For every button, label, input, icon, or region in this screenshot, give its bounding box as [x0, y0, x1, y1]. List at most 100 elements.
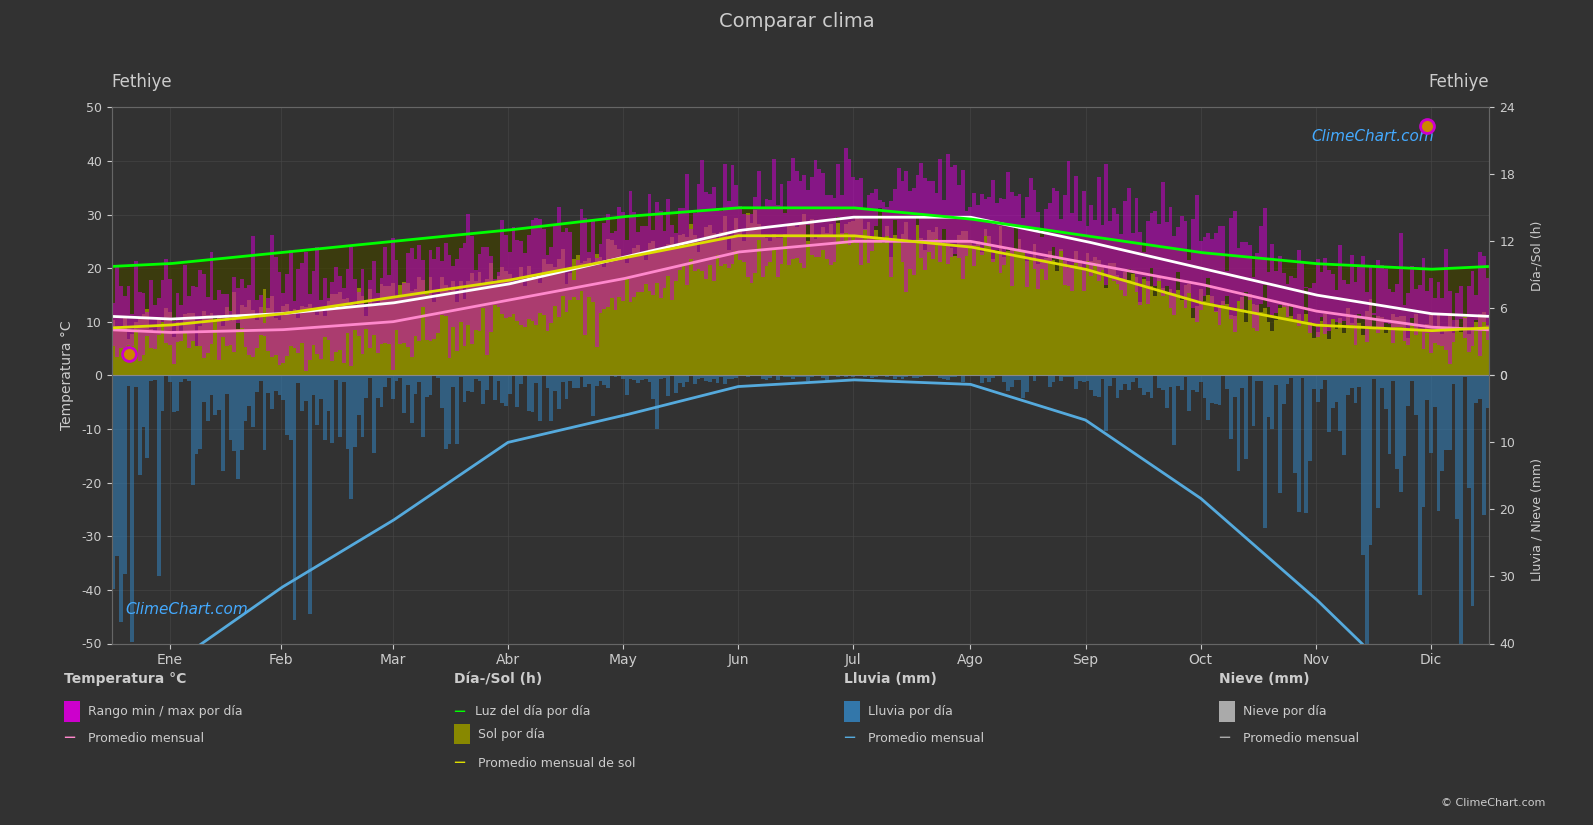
- Text: Promedio mensual: Promedio mensual: [868, 732, 984, 745]
- Bar: [965, 211, 969, 257]
- Bar: [274, 318, 277, 375]
- Bar: [1063, 262, 1067, 375]
- Bar: [459, 280, 462, 375]
- Bar: [530, 274, 534, 375]
- Bar: [809, 219, 814, 375]
- Bar: [798, 208, 803, 375]
- Bar: [825, 233, 828, 375]
- Bar: [384, 375, 387, 388]
- Bar: [613, 245, 618, 375]
- Bar: [1200, 241, 1203, 310]
- Bar: [1184, 375, 1187, 377]
- Bar: [569, 273, 572, 375]
- Bar: [191, 313, 194, 375]
- Bar: [1134, 198, 1139, 292]
- Bar: [666, 243, 671, 375]
- Bar: [1051, 231, 1055, 375]
- Bar: [1360, 335, 1365, 375]
- Bar: [550, 265, 553, 375]
- Bar: [296, 318, 299, 375]
- Bar: [1150, 245, 1153, 375]
- Bar: [784, 213, 787, 235]
- Bar: [916, 375, 919, 378]
- Bar: [126, 375, 131, 385]
- Bar: [1263, 375, 1266, 528]
- Bar: [534, 227, 538, 375]
- Bar: [889, 257, 894, 375]
- Bar: [580, 263, 583, 375]
- Bar: [1252, 277, 1255, 328]
- Bar: [731, 208, 734, 375]
- Bar: [605, 375, 610, 389]
- Bar: [315, 375, 319, 425]
- Bar: [1145, 281, 1150, 375]
- Bar: [1195, 306, 1200, 375]
- Bar: [723, 209, 726, 375]
- Bar: [908, 241, 911, 375]
- Bar: [354, 375, 357, 447]
- Bar: [1373, 375, 1376, 379]
- Bar: [360, 296, 365, 375]
- Bar: [1222, 301, 1225, 375]
- Bar: [546, 225, 550, 375]
- Bar: [787, 225, 792, 375]
- Bar: [1289, 276, 1294, 306]
- Bar: [1445, 330, 1448, 375]
- Bar: [897, 375, 900, 377]
- Bar: [172, 337, 175, 375]
- Bar: [961, 219, 965, 375]
- Bar: [1007, 172, 1010, 249]
- Bar: [795, 208, 798, 375]
- Bar: [588, 252, 591, 297]
- Bar: [1070, 213, 1074, 290]
- Bar: [462, 234, 467, 375]
- Bar: [1349, 323, 1354, 375]
- Bar: [503, 271, 508, 375]
- Bar: [621, 257, 624, 375]
- Bar: [750, 214, 753, 283]
- Bar: [475, 280, 478, 375]
- Bar: [244, 307, 247, 375]
- Bar: [323, 316, 327, 375]
- Bar: [161, 280, 164, 322]
- Bar: [342, 288, 346, 362]
- Bar: [542, 259, 546, 375]
- Bar: [1388, 267, 1391, 375]
- Bar: [1187, 251, 1192, 375]
- Bar: [481, 284, 486, 375]
- Bar: [327, 301, 330, 375]
- Text: Día-/Sol (h): Día-/Sol (h): [454, 672, 542, 686]
- Bar: [1349, 323, 1354, 375]
- Bar: [682, 234, 685, 375]
- Bar: [1478, 375, 1481, 398]
- Bar: [1402, 305, 1407, 342]
- Bar: [1481, 313, 1486, 375]
- Bar: [674, 213, 677, 375]
- Bar: [285, 304, 288, 375]
- Text: © ClimeChart.com: © ClimeChart.com: [1440, 799, 1545, 808]
- Bar: [376, 293, 379, 353]
- Bar: [1365, 292, 1368, 342]
- Bar: [561, 375, 564, 382]
- Bar: [470, 375, 475, 392]
- Bar: [919, 238, 924, 375]
- Bar: [497, 276, 500, 375]
- Bar: [1070, 375, 1074, 377]
- Bar: [900, 233, 905, 375]
- Bar: [1451, 332, 1456, 375]
- Bar: [572, 375, 575, 388]
- Bar: [1139, 303, 1142, 375]
- Bar: [825, 375, 828, 380]
- Bar: [169, 279, 172, 345]
- Bar: [779, 238, 784, 375]
- Bar: [840, 233, 844, 375]
- Bar: [693, 375, 696, 384]
- Bar: [1278, 260, 1282, 375]
- Bar: [205, 297, 210, 353]
- Bar: [172, 263, 175, 375]
- Bar: [1368, 265, 1373, 328]
- Bar: [142, 265, 145, 375]
- Bar: [123, 317, 126, 375]
- Bar: [1451, 375, 1456, 384]
- Bar: [734, 218, 738, 375]
